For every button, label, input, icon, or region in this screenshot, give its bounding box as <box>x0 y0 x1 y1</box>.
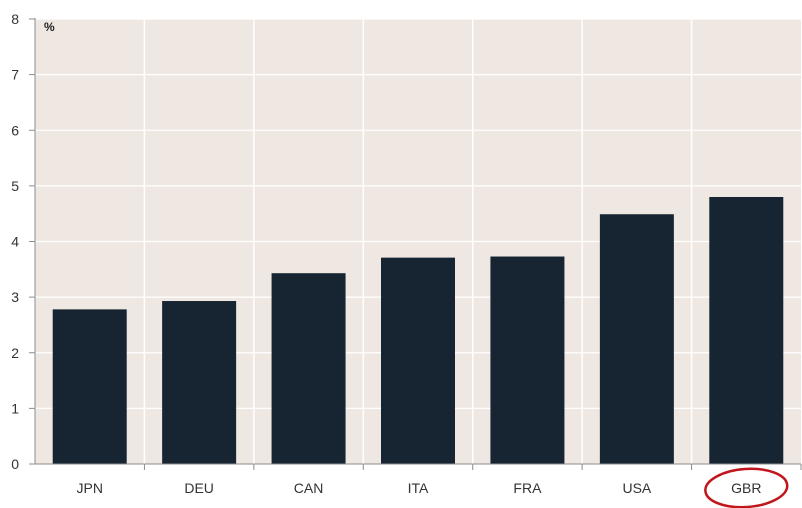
bars <box>52 197 784 464</box>
y-tick-label: 3 <box>11 289 19 305</box>
x-tick-label-usa: USA <box>622 480 651 496</box>
bar-usa <box>599 214 674 464</box>
y-tick-label: 6 <box>11 122 19 138</box>
highlight-circle <box>704 467 789 508</box>
bar-can <box>271 273 346 464</box>
x-tick-label-jpn: JPN <box>76 480 102 496</box>
y-axis-unit-label: % <box>44 20 55 34</box>
x-axis-ticks: JPN DEU CAN ITA FRA USA GBR <box>76 464 802 496</box>
bar-jpn <box>52 309 127 464</box>
bar-gbr <box>709 197 784 464</box>
x-tick-label-fra: FRA <box>513 480 542 496</box>
y-tick-label: 2 <box>11 345 19 361</box>
y-tick-label: 4 <box>11 234 19 250</box>
x-tick-label-deu: DEU <box>184 480 214 496</box>
y-tick-label: 5 <box>11 178 19 194</box>
bar-fra <box>490 256 565 464</box>
y-tick-label: 0 <box>11 456 19 472</box>
x-tick-label-ita: ITA <box>408 480 429 496</box>
x-tick-label-gbr: GBR <box>731 480 761 496</box>
y-tick-label: 7 <box>11 67 19 83</box>
y-tick-label: 1 <box>11 400 19 416</box>
x-tick-label-can: CAN <box>294 480 324 496</box>
bar-deu <box>162 301 237 464</box>
y-tick-label: 8 <box>11 11 19 27</box>
bar-ita <box>381 257 455 464</box>
y-axis-ticks: 0 1 2 3 4 5 6 7 8 <box>11 11 35 472</box>
